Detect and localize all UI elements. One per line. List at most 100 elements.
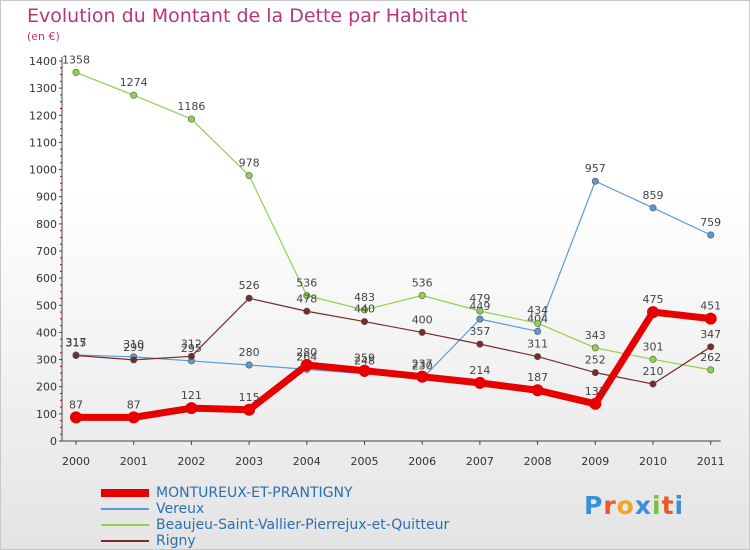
- unit-label: (en €): [27, 30, 60, 43]
- data-label: 478: [296, 292, 317, 305]
- x-tick-label: 2005: [351, 455, 379, 468]
- data-point: [360, 318, 368, 326]
- series-line-1: [75, 180, 712, 380]
- legend-swatch: [101, 524, 149, 526]
- y-tick-label: 700: [36, 245, 57, 258]
- data-label: 210: [643, 365, 664, 378]
- data-label: 357: [469, 325, 490, 338]
- data-point: [707, 343, 715, 351]
- x-tick-label: 2004: [293, 455, 321, 468]
- data-label: 859: [643, 189, 664, 202]
- data-label: 536: [412, 277, 433, 290]
- legend-label: Vereux: [156, 501, 205, 517]
- data-label: 479: [469, 292, 490, 305]
- data-point: [358, 364, 371, 377]
- x-tick-label: 2003: [235, 455, 263, 468]
- data-label: 280: [296, 346, 317, 359]
- data-label: 1274: [120, 76, 148, 89]
- legend-label: Beaujeu-Saint-Vallier-Pierrejux-et-Quitt…: [156, 517, 450, 533]
- data-point: [649, 204, 657, 212]
- data-point: [476, 307, 484, 315]
- y-tick-label: 600: [36, 272, 57, 285]
- data-point: [185, 402, 198, 415]
- data-point: [707, 231, 715, 239]
- data-label: 259: [354, 352, 375, 365]
- data-point: [187, 115, 195, 123]
- x-tick-label: 2006: [408, 455, 436, 468]
- legend-swatch: [101, 540, 149, 542]
- data-point: [303, 292, 311, 300]
- x-tick-label: 2010: [639, 455, 667, 468]
- data-point: [534, 353, 542, 361]
- data-point: [476, 315, 484, 323]
- data-point: [649, 380, 657, 388]
- data-point: [649, 355, 657, 363]
- data-point: [245, 172, 253, 180]
- data-point: [591, 369, 599, 377]
- data-label: 311: [527, 338, 548, 351]
- data-label: 237: [412, 358, 433, 371]
- data-point: [534, 327, 542, 335]
- data-point: [589, 397, 602, 410]
- y-tick-label: 100: [36, 408, 57, 421]
- y-tick-label: 200: [36, 381, 57, 394]
- series-line-3: [75, 297, 712, 385]
- data-label: 440: [354, 303, 375, 316]
- data-label: 317: [66, 336, 87, 349]
- data-point: [416, 370, 429, 383]
- data-label: 1186: [177, 100, 205, 113]
- data-point: [243, 403, 256, 416]
- data-label: 400: [412, 313, 433, 326]
- data-label: 526: [239, 279, 260, 292]
- data-point: [707, 366, 715, 374]
- y-tick-label: 1100: [29, 136, 57, 149]
- data-point: [72, 351, 80, 359]
- data-label: 87: [69, 398, 83, 411]
- data-label: 230: [412, 360, 433, 373]
- data-label: 248: [354, 355, 375, 368]
- data-point: [534, 319, 542, 327]
- x-tick-label: 2008: [524, 455, 552, 468]
- y-tick-label: 300: [36, 354, 57, 367]
- data-label: 536: [296, 277, 317, 290]
- chart-title: Evolution du Montant de la Dette par Hab…: [27, 5, 468, 27]
- data-point: [531, 384, 544, 397]
- data-label: 343: [585, 329, 606, 342]
- data-point: [130, 91, 138, 99]
- data-point: [591, 177, 599, 185]
- data-label: 347: [700, 328, 721, 341]
- data-label: 137: [585, 385, 606, 398]
- y-tick-label: 0: [50, 435, 57, 448]
- x-tick-label: 2001: [120, 455, 148, 468]
- data-point: [245, 294, 253, 302]
- data-label: 262: [700, 351, 721, 364]
- data-point: [704, 312, 717, 325]
- data-point: [418, 328, 426, 336]
- data-label: 475: [643, 293, 664, 306]
- data-label: 87: [127, 398, 141, 411]
- data-point: [300, 359, 313, 371]
- data-label: 264: [296, 350, 317, 363]
- data-point: [476, 340, 484, 348]
- data-label: 310: [123, 338, 144, 351]
- data-point: [130, 356, 138, 364]
- y-tick-label: 500: [36, 299, 57, 312]
- y-tick-label: 400: [36, 326, 57, 339]
- legend-label: Rigny: [156, 533, 196, 549]
- legend-swatch: [101, 508, 149, 510]
- data-label: 299: [123, 341, 144, 354]
- data-point: [70, 411, 82, 424]
- data-label: 451: [700, 300, 721, 313]
- data-label: 115: [239, 391, 260, 404]
- data-point: [360, 306, 368, 314]
- data-point: [473, 376, 486, 389]
- legend-label: MONTUREUX-ET-PRANTIGNY: [156, 485, 353, 501]
- data-label: 214: [469, 364, 490, 377]
- data-point: [418, 292, 426, 300]
- data-label: 187: [527, 371, 548, 384]
- proxiti-logo: Proxiti: [584, 491, 685, 520]
- series-line-0: [72, 308, 715, 421]
- data-label: 957: [585, 162, 606, 175]
- series-line-2: [75, 71, 712, 371]
